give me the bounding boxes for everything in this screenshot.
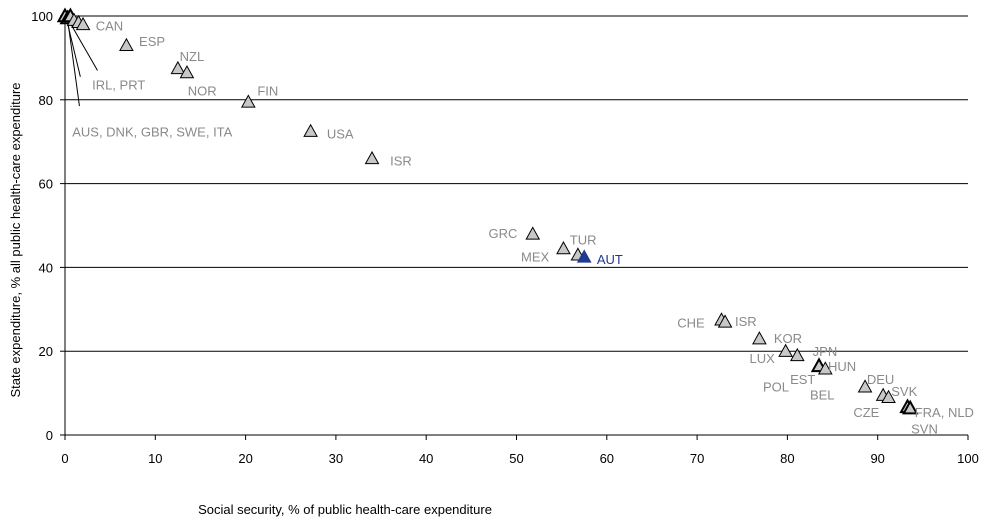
- point-label: NOR: [188, 84, 217, 99]
- y-tick-label: 0: [46, 428, 53, 443]
- x-tick-label: 30: [329, 451, 343, 466]
- x-tick-label: 70: [690, 451, 704, 466]
- x-tick-label: 90: [870, 451, 884, 466]
- gridlines: [65, 15, 968, 352]
- point-label: BEL: [810, 387, 835, 402]
- point-label: KOR: [774, 331, 802, 346]
- data-point-triangle: [525, 226, 541, 240]
- y-tick-label: 60: [39, 177, 53, 192]
- point-label: ISR: [735, 314, 757, 329]
- point-label: SVK: [891, 384, 917, 399]
- data-point-triangle: [881, 389, 896, 403]
- tick-labels: 0 10 20 30 40 50 60 70 80 90 100 0 20 40 60 80 100: [31, 9, 979, 466]
- x-tick-label: 50: [509, 451, 523, 466]
- x-tick-label: 20: [238, 451, 252, 466]
- leader-line: [68, 19, 98, 71]
- y-tick-label: 100: [31, 9, 53, 24]
- y-axis-title: State expenditure, % all public health-c…: [8, 82, 23, 397]
- point-label: FRA, NLD: [915, 405, 974, 420]
- point-label: LUX: [749, 351, 775, 366]
- y-tick-label: 20: [39, 344, 53, 359]
- point-label: CAN: [96, 19, 123, 34]
- point-label: ESP: [139, 34, 165, 49]
- x-tick-label: 40: [419, 451, 433, 466]
- data-point-triangle: [902, 399, 919, 415]
- data-point-triangle: [752, 331, 767, 345]
- point-label: FIN: [257, 84, 278, 99]
- data-point-triangle: [364, 150, 380, 165]
- point-label: TUR: [570, 233, 597, 248]
- data-point-triangle: [857, 379, 873, 393]
- leader-line: [67, 20, 80, 107]
- data-point-triangle: [75, 16, 91, 31]
- data-point-triangle: [240, 94, 256, 108]
- y-tick-label: 40: [39, 260, 53, 275]
- point-label: CZE: [853, 405, 879, 420]
- point-label: SVN: [911, 422, 938, 437]
- x-axis-title: Social security, % of public health-care…: [198, 502, 492, 517]
- data-point-triangle: [170, 60, 186, 75]
- x-tick-label: 100: [957, 451, 979, 466]
- data-point-triangle: [179, 65, 195, 79]
- y-tick-label: 80: [39, 93, 53, 108]
- point-labels: CAN ESP NZL IRL, PRT NOR FIN AUS, DNK, GBR, SW…: [72, 19, 974, 437]
- x-tick-label: 10: [148, 451, 162, 466]
- point-label: JPN: [813, 344, 838, 359]
- point-label: HUN: [828, 359, 856, 374]
- x-tick-label: 80: [780, 451, 794, 466]
- point-label: USA: [327, 127, 354, 142]
- data-point-triangle: [717, 314, 733, 328]
- point-label: AUT: [597, 252, 623, 267]
- data-point-triangle: [119, 37, 134, 52]
- point-label: POL: [763, 379, 789, 394]
- data-point-triangle: [778, 343, 793, 357]
- data-point-triangle: [789, 347, 805, 362]
- data-points: [56, 7, 919, 415]
- point-label: EST: [790, 372, 815, 387]
- data-point-triangle: [576, 249, 592, 263]
- point-label: GRC: [489, 226, 518, 241]
- point-label: MEX: [521, 250, 550, 265]
- point-label: CHE: [677, 316, 705, 331]
- data-point-triangle: [303, 123, 318, 137]
- point-label: NZL: [180, 49, 205, 64]
- point-label: IRL, PRT: [92, 77, 145, 92]
- leader-lines: [66, 19, 98, 107]
- x-tick-label: 0: [61, 451, 68, 466]
- point-label: AUS, DNK, GBR, SWE, ITA: [72, 125, 232, 140]
- point-label: DEU: [867, 372, 894, 387]
- point-label: ISR: [390, 154, 412, 169]
- data-point-triangle: [556, 241, 571, 255]
- data-point-triangle: [817, 361, 833, 375]
- x-tick-label: 60: [600, 451, 614, 466]
